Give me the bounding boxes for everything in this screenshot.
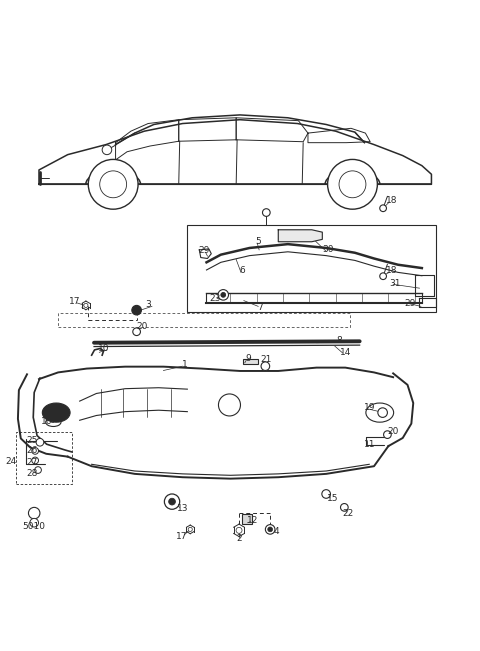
Circle shape: [164, 494, 180, 509]
Text: 16: 16: [41, 417, 52, 426]
Text: 1: 1: [182, 360, 188, 369]
Circle shape: [28, 507, 40, 519]
Circle shape: [88, 159, 138, 209]
Text: 12: 12: [247, 516, 258, 525]
Circle shape: [30, 518, 38, 527]
Circle shape: [340, 503, 348, 511]
Text: 23: 23: [209, 294, 221, 303]
Circle shape: [380, 205, 386, 212]
Circle shape: [322, 490, 330, 498]
Text: 6: 6: [239, 266, 245, 275]
Polygon shape: [278, 230, 323, 242]
Text: 3: 3: [145, 300, 151, 309]
Bar: [242, 514, 252, 523]
Text: 8: 8: [336, 337, 342, 345]
Circle shape: [265, 525, 275, 534]
Circle shape: [35, 467, 41, 473]
Circle shape: [378, 408, 387, 417]
Text: 13: 13: [177, 504, 188, 513]
Text: 22: 22: [343, 508, 354, 518]
Circle shape: [268, 527, 273, 532]
Text: 4: 4: [274, 527, 279, 536]
Circle shape: [218, 394, 240, 416]
Text: 7: 7: [258, 303, 264, 312]
Circle shape: [32, 457, 38, 464]
Circle shape: [32, 447, 38, 454]
Bar: [243, 359, 258, 364]
Text: 15: 15: [326, 494, 338, 503]
Text: 17: 17: [176, 532, 187, 540]
Circle shape: [380, 273, 386, 279]
Text: 31: 31: [389, 279, 401, 288]
Text: 11: 11: [363, 439, 375, 449]
Circle shape: [327, 159, 377, 209]
Circle shape: [168, 498, 175, 505]
Text: 2: 2: [236, 534, 242, 543]
Text: 5010: 5010: [23, 522, 46, 531]
Circle shape: [263, 209, 270, 216]
Circle shape: [84, 303, 88, 307]
Text: 25: 25: [26, 436, 38, 445]
Text: 18: 18: [386, 266, 398, 275]
Ellipse shape: [42, 403, 70, 422]
Text: 29: 29: [405, 299, 416, 308]
Text: 21: 21: [260, 355, 272, 365]
Text: 28: 28: [26, 469, 38, 478]
Text: 9: 9: [246, 353, 252, 363]
Circle shape: [236, 527, 242, 533]
Circle shape: [218, 290, 228, 300]
Circle shape: [133, 328, 141, 335]
Text: 10: 10: [98, 344, 110, 353]
Bar: [187, 225, 436, 312]
Circle shape: [100, 171, 127, 198]
Circle shape: [132, 305, 142, 315]
Text: 5: 5: [255, 237, 261, 246]
Text: 27: 27: [26, 458, 38, 467]
Text: 20: 20: [387, 427, 399, 436]
Text: 19: 19: [363, 404, 375, 412]
Circle shape: [102, 145, 112, 155]
Text: 14: 14: [340, 348, 351, 357]
Text: 29: 29: [198, 246, 209, 255]
Text: 30: 30: [322, 245, 333, 255]
Text: 26: 26: [26, 447, 38, 456]
Circle shape: [384, 431, 391, 439]
Circle shape: [339, 171, 366, 198]
Circle shape: [221, 292, 226, 298]
Text: 18: 18: [386, 195, 398, 204]
Text: 20: 20: [137, 322, 148, 331]
Text: 17: 17: [69, 297, 80, 306]
Circle shape: [36, 439, 44, 446]
Circle shape: [188, 527, 192, 531]
Circle shape: [261, 362, 270, 370]
Text: 24: 24: [6, 457, 17, 466]
